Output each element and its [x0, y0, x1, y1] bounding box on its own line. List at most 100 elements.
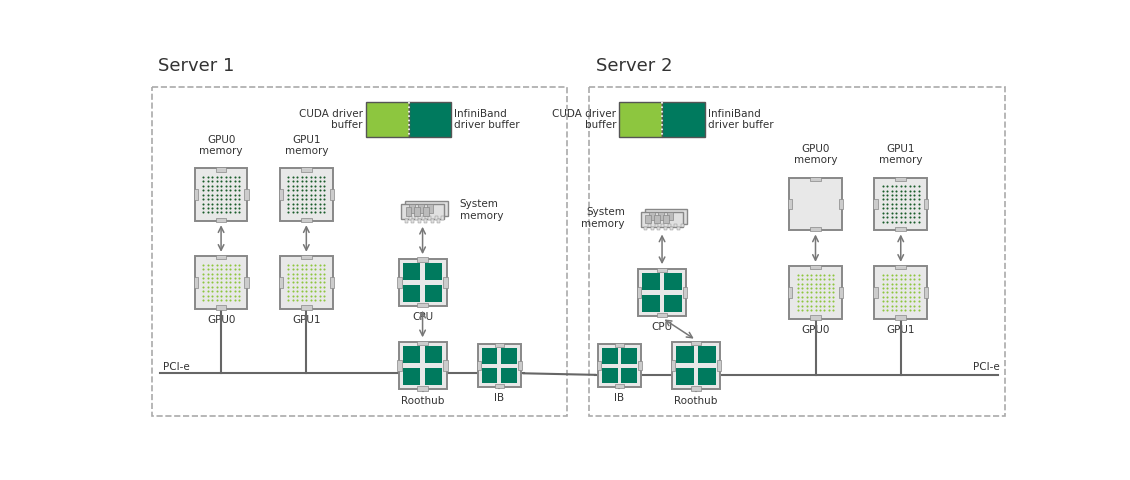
Bar	[417, 386, 428, 391]
Bar	[637, 361, 642, 370]
Bar	[683, 287, 687, 298]
Bar	[405, 219, 408, 223]
Bar	[279, 277, 284, 288]
Bar	[285, 174, 328, 216]
Bar	[675, 224, 677, 228]
Bar	[810, 265, 820, 269]
Bar	[330, 277, 333, 288]
Bar	[398, 277, 402, 288]
Bar	[615, 384, 624, 388]
Bar	[598, 345, 641, 387]
Bar	[403, 285, 420, 302]
Text: GPU0: GPU0	[801, 325, 829, 335]
Bar	[664, 273, 681, 290]
Text: PCI-e: PCI-e	[973, 362, 1000, 372]
Bar	[677, 346, 694, 363]
Bar	[924, 287, 928, 298]
Bar	[637, 287, 642, 298]
Bar	[425, 368, 442, 385]
Bar	[670, 227, 673, 230]
Text: Roothub: Roothub	[675, 396, 718, 406]
Bar	[301, 168, 312, 172]
Bar	[200, 174, 242, 216]
Bar	[330, 190, 333, 200]
Bar	[668, 224, 671, 228]
Bar	[200, 262, 242, 303]
Bar	[663, 227, 667, 230]
Text: CPU: CPU	[652, 323, 672, 333]
Bar	[477, 361, 481, 370]
Bar	[424, 207, 429, 216]
Bar	[662, 102, 705, 137]
Bar	[409, 102, 451, 137]
Bar	[301, 255, 312, 259]
Bar	[285, 262, 328, 303]
Bar	[794, 272, 836, 313]
Bar	[644, 227, 647, 230]
Bar	[301, 305, 312, 310]
Bar	[690, 386, 702, 391]
Bar	[411, 219, 415, 223]
Bar	[654, 224, 658, 228]
Bar	[401, 204, 444, 219]
Bar	[301, 218, 312, 222]
Bar	[495, 343, 504, 348]
Bar	[481, 368, 497, 383]
Bar	[654, 215, 660, 224]
Bar	[873, 287, 878, 298]
Bar	[366, 102, 409, 137]
Bar	[216, 218, 226, 222]
Bar	[399, 259, 446, 306]
Bar	[810, 227, 820, 231]
Bar	[638, 269, 686, 316]
Bar	[698, 368, 715, 385]
Bar	[645, 215, 651, 224]
Text: InfiniBand
driver buffer: InfiniBand driver buffer	[707, 109, 773, 131]
Text: InfiniBand
driver buffer: InfiniBand driver buffer	[454, 109, 520, 131]
Text: Server 2: Server 2	[597, 57, 672, 74]
Bar	[879, 183, 922, 225]
Bar	[690, 341, 702, 345]
Bar	[399, 342, 446, 389]
Bar	[664, 295, 681, 312]
Bar	[425, 346, 442, 363]
Text: GPU0: GPU0	[207, 315, 235, 325]
Bar	[502, 348, 516, 364]
Bar	[415, 207, 420, 216]
Bar	[415, 216, 418, 220]
Bar	[428, 216, 432, 220]
Bar	[481, 348, 497, 364]
Bar	[194, 256, 247, 309]
Bar	[657, 313, 668, 317]
Bar	[398, 360, 402, 371]
Bar	[502, 368, 516, 383]
Bar	[431, 219, 434, 223]
Bar	[279, 190, 284, 200]
Bar	[658, 212, 663, 220]
Bar	[672, 342, 720, 389]
Bar	[677, 227, 680, 230]
Bar	[716, 360, 721, 371]
Text: Roothub: Roothub	[401, 396, 444, 406]
Bar	[794, 183, 836, 225]
Text: CPU: CPU	[412, 312, 433, 323]
Bar	[193, 190, 198, 200]
Text: CUDA driver
buffer: CUDA driver buffer	[299, 109, 363, 131]
Bar	[403, 346, 420, 363]
Text: IB: IB	[615, 393, 625, 403]
Bar	[443, 360, 447, 371]
Bar	[622, 368, 637, 383]
Bar	[788, 199, 792, 209]
Text: GPU1
memory: GPU1 memory	[285, 134, 328, 156]
Bar	[667, 212, 672, 220]
Bar	[663, 215, 669, 224]
Bar	[641, 212, 684, 227]
Bar	[478, 345, 521, 387]
Bar	[651, 227, 654, 230]
Bar	[619, 102, 662, 137]
Bar	[615, 343, 624, 348]
Bar	[597, 361, 601, 370]
Bar	[425, 263, 442, 280]
Bar	[644, 208, 687, 224]
Bar	[642, 295, 660, 312]
